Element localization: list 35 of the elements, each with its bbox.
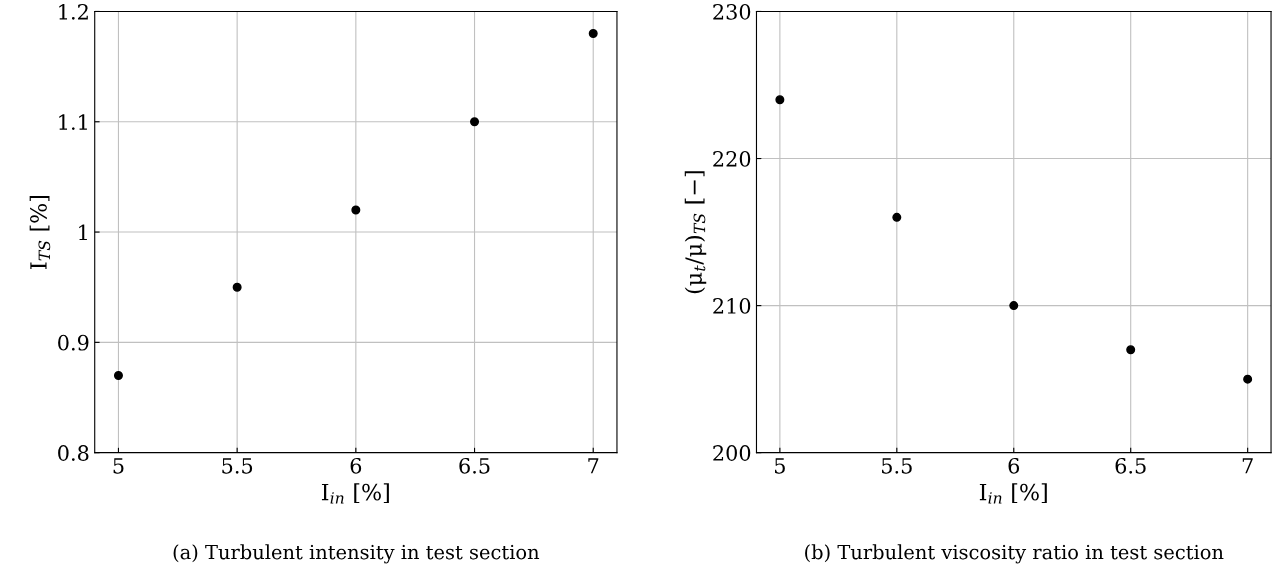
point — [232, 282, 242, 292]
point — [588, 29, 598, 39]
x-tick-label: 5 — [775, 458, 785, 474]
y-tick-label: 1.2 — [59, 3, 88, 20]
x-tick-label: 6 — [350, 457, 362, 474]
x-tick-label: 5.5 — [882, 458, 912, 474]
x-tick-label: 6.5 — [459, 457, 490, 474]
text: (b) Turbulent viscosity ratio in test section — [805, 544, 1224, 564]
point — [351, 205, 361, 215]
x-axis-title: I$_{in}$ [%] — [979, 483, 1047, 504]
x-tick-label: 6 — [1008, 457, 1020, 474]
y-tick-label: 0.9 — [58, 334, 89, 351]
y-tick-label: 210 — [713, 298, 751, 314]
y-tick-label: 220 — [713, 150, 751, 167]
point — [1126, 345, 1136, 355]
point — [892, 212, 902, 222]
y-axis-title: (μ$_{t}$/μ)$_{TS}$ [−] — [684, 171, 707, 294]
x-tick-label: 5.5 — [222, 458, 253, 474]
y-tick-label: 1 — [79, 224, 87, 240]
x-tick-label: 7 — [588, 458, 599, 474]
y-axis-title: I$_{TS}$ [%] — [29, 195, 51, 269]
y-tick-label: 0.8 — [58, 445, 89, 461]
point — [113, 370, 123, 380]
point — [775, 95, 785, 105]
y-tick-label: 1.1 — [59, 114, 87, 130]
text: (a) Turbulent intensity in test section — [173, 544, 540, 564]
y-tick-label: 230 — [713, 3, 751, 20]
point — [1243, 374, 1253, 384]
point — [470, 117, 480, 127]
point — [1009, 301, 1019, 311]
x-tick-label: 5 — [113, 458, 124, 474]
x-axis-title: I$_{in}$ [%] — [321, 483, 389, 504]
x-tick-label: 7 — [1242, 458, 1253, 474]
x-tick-label: 6.5 — [1115, 457, 1146, 474]
y-tick-label: 200 — [713, 445, 751, 461]
